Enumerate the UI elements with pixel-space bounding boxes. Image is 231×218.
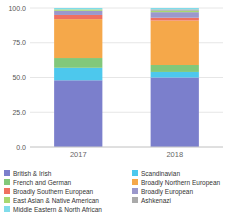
legend-swatch <box>4 179 10 185</box>
legend-label: Broadly European <box>141 188 193 196</box>
bar-segment <box>54 11 102 15</box>
grid <box>30 8 223 147</box>
bar-segment <box>151 72 199 78</box>
legend-swatch <box>132 197 138 203</box>
legend-swatch <box>132 179 138 185</box>
bar-segment <box>151 11 199 12</box>
chart: 0.0 25.0 50.0 75.0 100.0 2017 2018 British & Ir… <box>0 0 231 218</box>
legend-label: Middle Eastern & North African <box>13 206 102 213</box>
legend-label: French and German <box>13 179 72 186</box>
y-tick-label: 50.0 <box>12 74 26 81</box>
legend-swatch <box>4 170 10 176</box>
legend-label: British & Irish <box>13 170 52 177</box>
legend-label: Broadly Northern European <box>141 179 221 187</box>
bar-segment <box>54 80 102 147</box>
x-axis-line <box>30 147 223 148</box>
bar-segment <box>151 18 199 21</box>
y-tick-label: 100.0 <box>8 5 26 12</box>
bar-segment <box>151 21 199 65</box>
legend-label: Ashkenazi <box>141 197 171 204</box>
bar-segment <box>54 15 102 19</box>
legend-swatch <box>4 197 10 203</box>
bar-segment <box>151 65 199 72</box>
bar-segment <box>151 12 199 18</box>
y-tick-label: 25.0 <box>12 109 26 116</box>
x-tick-label: 2018 <box>166 150 183 159</box>
x-tick-label: 2017 <box>70 150 87 159</box>
bar-segment <box>54 8 102 9</box>
legend-label: East Asian & Native American <box>13 197 99 204</box>
y-tick-label: 0.0 <box>16 144 26 151</box>
legend-swatch <box>132 170 138 176</box>
grid-line <box>30 147 223 148</box>
legend-swatch <box>4 188 10 194</box>
bar-segment <box>151 8 199 9</box>
bar-segment <box>151 78 199 148</box>
bar-segment <box>54 9 102 10</box>
bar-segment <box>54 19 102 58</box>
bar-segment <box>54 58 102 68</box>
legend-label: Broadly Southern European <box>13 188 94 196</box>
y-tick-label: 75.0 <box>12 39 26 46</box>
legend-label: Scandinavian <box>141 170 180 177</box>
bars <box>54 8 199 147</box>
bar-segment <box>54 68 102 81</box>
legend: British & Irish Scandinavian French and Ge… <box>4 170 221 213</box>
bar-segment <box>54 9 102 10</box>
legend-swatch <box>4 206 10 212</box>
legend-swatch <box>132 188 138 194</box>
bar-segment <box>151 9 199 10</box>
grid-line <box>30 8 223 9</box>
